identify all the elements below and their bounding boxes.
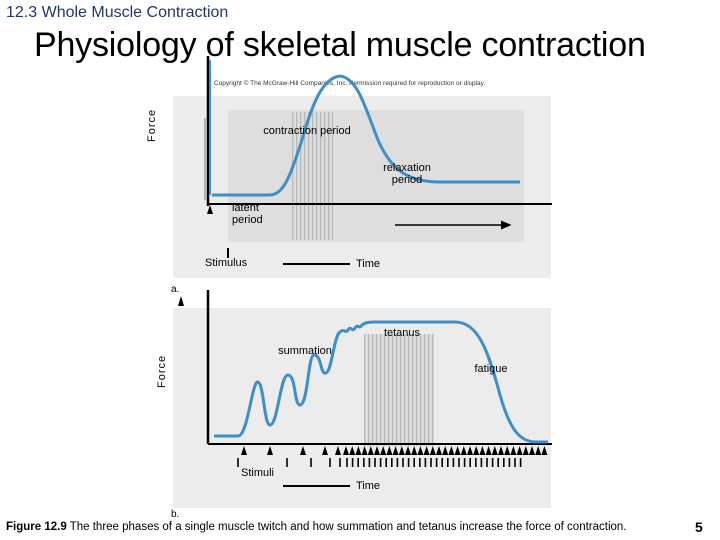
stimulus-arrow-icon	[361, 446, 368, 455]
stimulus-arrow-icon	[300, 446, 306, 455]
figure-ref: Figure 12.9	[6, 521, 67, 533]
stimulus-arrow-icon	[510, 446, 517, 455]
panel-b-force-label: Force	[156, 354, 168, 388]
stimulus-arrow-icon	[349, 446, 356, 455]
latent-period-label: latent period	[232, 202, 263, 226]
panel-a-letter: a.	[171, 284, 180, 295]
summation-tetanus-curve	[214, 320, 548, 444]
stimulus-arrow-icon	[522, 446, 529, 455]
time-label-b: Time	[356, 480, 381, 492]
stimulus-arrow-icon	[529, 446, 535, 455]
stimulus-arrow-icon	[267, 446, 273, 455]
twitch-curve	[212, 74, 520, 197]
stimulus-arrow-icon	[516, 446, 523, 455]
stimulus-arrow-icon	[454, 446, 461, 455]
stimulus-arrow-icon	[504, 446, 511, 455]
stimulus-arrow-icon	[411, 446, 418, 455]
stimulus-arrow-icon	[386, 446, 393, 455]
page-number: 5	[695, 519, 703, 535]
time-label-a: Time	[356, 258, 381, 270]
panel-b-background	[173, 308, 551, 508]
contraction-period-label: contraction period	[263, 125, 351, 137]
tetanus-shading	[364, 334, 434, 446]
latent-arrow-icon	[207, 205, 213, 214]
stimulus-arrow-icon	[479, 446, 486, 455]
stimulus-label: Stimulus	[205, 257, 248, 269]
figure-caption: Figure 12.9 The three phases of a single…	[6, 521, 627, 533]
stimulus-arrow-icon	[343, 446, 349, 455]
stimuli-label: Stimuli	[241, 467, 275, 479]
stimulus-arrow-icon	[398, 446, 405, 455]
stimulus-arrow-icon	[467, 446, 473, 455]
stimulus-arrow-icon	[448, 446, 455, 455]
stimulus-arrow-icon	[535, 446, 542, 455]
stimulus-arrow-icon	[442, 446, 449, 455]
stimulus-arrow-icon	[485, 446, 492, 455]
section-label: 12.3 Whole Muscle Contraction	[6, 4, 229, 21]
stimulus-arrow-icon	[322, 446, 328, 455]
stimulus-arrow-icon	[335, 446, 341, 455]
panel-a-force-label: Force	[146, 108, 158, 142]
contraction-period-shading	[290, 112, 333, 240]
panel-b	[173, 290, 552, 508]
stimuli-ticks	[237, 458, 522, 467]
panel-a	[173, 56, 552, 278]
slide-title: Physiology of skeletal muscle contractio…	[34, 26, 646, 64]
stimulus-arrow-icon	[355, 446, 362, 455]
stimulus-arrow-icon	[392, 446, 399, 455]
stimulus-arrow-icon	[541, 446, 548, 455]
relaxation-period-label: relaxation period	[383, 162, 431, 186]
tetanus-label: tetanus	[383, 327, 421, 339]
stimuli-arrows	[241, 446, 548, 455]
panel-b-letter: b.	[171, 509, 180, 520]
stimulus-arrow-icon	[436, 446, 442, 455]
stimulus-arrow-icon	[374, 446, 380, 455]
caption-text: The three phases of a single muscle twit…	[69, 521, 627, 533]
fatigue-label: fatigue	[474, 363, 508, 375]
stimulus-arrow-icon	[417, 446, 424, 455]
stimulus-arrow-icon	[491, 446, 498, 455]
stimulus-arrow-icon	[367, 446, 374, 455]
stimulus-arrow-icon	[498, 446, 504, 455]
stimulus-arrow-icon	[380, 446, 387, 455]
stimulus-arrow-icon	[460, 446, 467, 455]
stimulus-arrow-icon	[423, 446, 430, 455]
stimulus-arrow-icon	[405, 446, 411, 455]
summation-label: summation	[278, 345, 332, 357]
copyright-notice: Copyright © The McGraw-Hill Companies, I…	[214, 80, 486, 87]
stimulus-arrow-icon	[473, 446, 480, 455]
panel-b-up-arrow-icon	[178, 296, 184, 306]
stimulus-arrow-icon	[429, 446, 436, 455]
stimulus-arrow-icon	[241, 446, 247, 455]
